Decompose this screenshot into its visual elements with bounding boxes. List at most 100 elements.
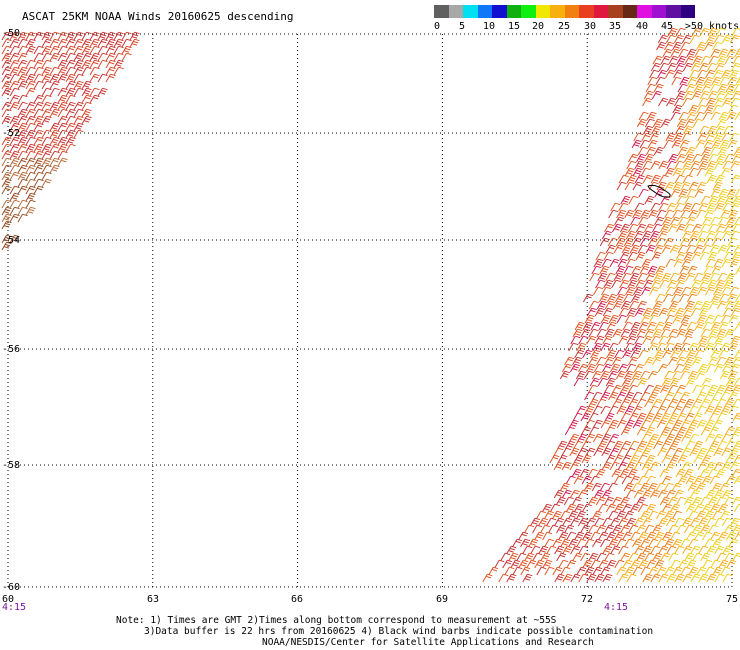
wind-barb [670,216,681,226]
wind-barb [668,356,679,366]
wind-barb [715,125,726,135]
wind-barb [557,440,568,450]
wind-barb [626,573,637,583]
wind-barb [693,454,704,464]
wind-barb [619,223,631,233]
wind-barb [700,328,711,338]
wind-barb [622,349,633,359]
wind-barb [685,244,696,254]
wind-barb [673,517,685,527]
wind-barb [598,321,609,331]
wind-barb [49,164,60,174]
wind-barb [636,153,647,163]
wind-barb [619,468,630,478]
wind-barb [593,447,604,457]
wind-barb [640,566,651,576]
wind-barb [645,244,656,254]
wind-barb [113,45,124,55]
wind-barb [9,206,20,216]
wind-barb [713,34,724,44]
wind-barb [624,419,635,429]
wind-barb [655,482,666,492]
wind-barb [635,223,647,233]
wind-barb [81,59,92,69]
wind-barb [637,440,648,450]
wind-barb [600,342,611,352]
wind-barb [630,321,641,331]
wind-barb [720,314,731,324]
wind-barb [682,97,693,107]
wind-barb [605,503,616,513]
wind-barb [699,125,710,135]
wind-barb [696,391,707,401]
wind-barb [49,45,60,55]
wind-barb [631,237,642,247]
wind-barb [697,363,709,373]
wind-barb [628,356,639,366]
wind-barb [682,545,693,555]
wind-barb [605,272,616,282]
wind-barb [636,426,647,436]
wind-barb [620,300,631,310]
wind-barb [1,101,12,111]
wind-barb [600,314,611,324]
wind-barb [57,108,68,118]
wind-barb [700,300,711,310]
wind-barb [680,209,691,219]
wind-barb [17,52,28,62]
wind-barb [682,160,693,170]
wind-barb [717,146,728,156]
wind-barb [586,335,597,345]
wind-barb [657,230,668,240]
wind-barb [714,545,725,555]
wind-barb [724,55,735,65]
wind-barb [516,552,527,562]
scale-swatch-17 [680,5,695,18]
wind-barb [49,73,60,83]
wind-barb [1,199,12,209]
wind-barb [494,559,505,569]
wind-barb [582,349,593,359]
wind-barb [522,545,533,555]
wind-barb [666,97,677,107]
wind-barb [683,90,694,100]
wind-barb [642,573,653,583]
wind-barb [596,356,607,366]
wind-barb [630,531,641,541]
wind-barb [541,503,552,513]
wind-barb [649,230,660,240]
wind-barb [585,363,597,373]
wind-barb [696,419,707,429]
wind-barb [691,223,703,233]
wind-barb [709,83,720,93]
wind-barb [680,566,691,576]
wind-barb [668,524,679,534]
wind-barb [705,363,717,373]
wind-barb [637,454,648,464]
wind-barb [25,164,36,174]
wind-barb [713,517,725,527]
wind-speed-color-scale: 0 5 10 15 20 25 30 35 40 45 >50 knots [434,4,739,34]
wind-barb [731,223,740,233]
wind-barb [646,321,657,331]
wind-barb [643,279,654,289]
wind-barb [684,55,695,65]
wind-barb [604,412,615,422]
wind-barb [578,545,589,555]
wind-barb [705,286,716,296]
wind-barb [712,342,723,352]
wind-barb [97,59,108,69]
wind-barb [615,237,626,247]
wind-barb [652,55,663,65]
wind-barb [25,206,36,216]
wind-barb [685,146,696,156]
wind-barb [9,157,20,167]
wind-barb [645,503,656,513]
wind-barb [622,531,633,541]
wind-barb [711,76,722,86]
wind-barb [599,482,610,492]
wind-barb [716,153,727,163]
lon-label-60: 60 [2,594,14,605]
wind-barb [675,384,686,394]
wind-barb [534,531,545,541]
